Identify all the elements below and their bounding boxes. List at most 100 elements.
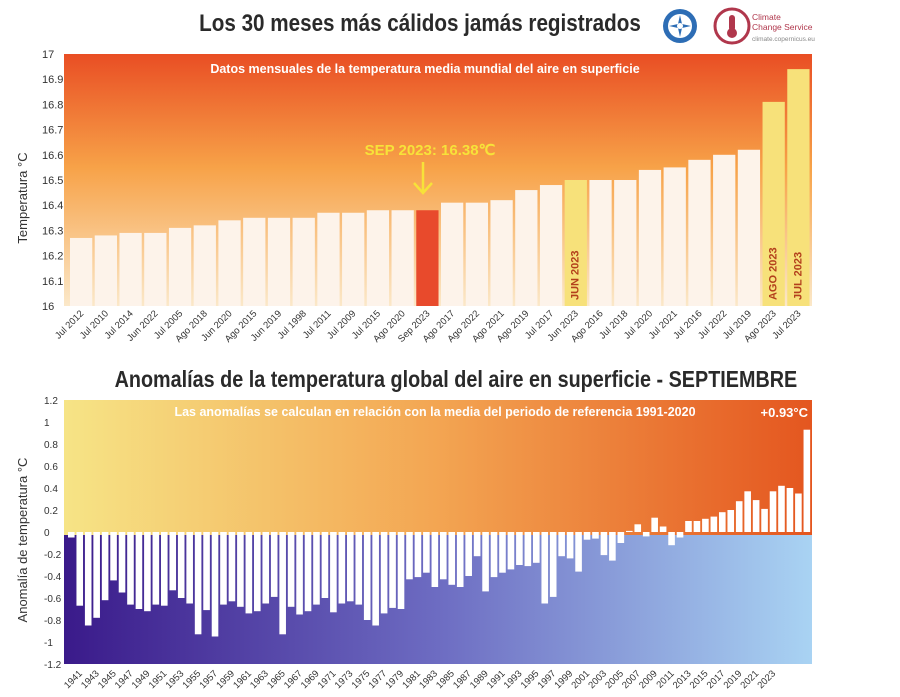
- chart1-subtitle: Datos mensuales de la temperatura media …: [210, 62, 639, 76]
- anomaly-bar: [228, 532, 236, 602]
- anomaly-bar: [651, 517, 658, 532]
- chart-title-bottom: Anomalías de la temperatura global del a…: [114, 366, 798, 392]
- anomaly-bar: [254, 532, 261, 612]
- anomaly-bar: [304, 532, 312, 612]
- y-tick-label: 16.4: [42, 200, 63, 212]
- annotation-arrow-icon: [413, 162, 433, 195]
- anomaly-bar: [397, 532, 405, 609]
- wmo-logo-icon: [663, 9, 697, 43]
- anomaly-bar: [583, 532, 591, 540]
- y-tick-label: 0.6: [44, 462, 58, 473]
- anomaly-bar: [270, 532, 278, 597]
- anomaly-bar: [161, 532, 168, 606]
- bar: [317, 212, 340, 306]
- anomaly-bar: [719, 512, 726, 532]
- anomaly-bar: [279, 532, 286, 635]
- bar: [218, 220, 241, 306]
- anomaly-bar: [186, 532, 193, 604]
- bar-emphasis-label: AGO 2023: [768, 247, 780, 300]
- y-tick-label: -0.6: [44, 594, 62, 605]
- anomaly-bar: [101, 532, 109, 601]
- y-tick-label: 16.2: [42, 251, 63, 263]
- y-tick-label: 16.8: [42, 99, 63, 111]
- anomaly-bar: [499, 532, 506, 573]
- y-tick-label: 16.9: [42, 74, 63, 86]
- anomaly-bar: [744, 491, 751, 532]
- bar: [614, 180, 637, 306]
- anomaly-bar: [262, 532, 270, 604]
- anomaly-bar: [363, 532, 371, 620]
- bar: [539, 185, 563, 306]
- bar: [465, 202, 488, 306]
- anomaly-bar: [575, 532, 582, 572]
- anomaly-bar: [347, 532, 354, 602]
- anomaly-bar: [769, 491, 777, 532]
- anomaly-bar: [592, 532, 599, 539]
- y-tick-label: 16.3: [42, 225, 63, 237]
- anomaly-bar: [710, 516, 718, 532]
- anomaly-bar: [727, 510, 735, 532]
- bar: [168, 227, 192, 306]
- anomaly-bar: [761, 508, 768, 532]
- anomaly-bar: [448, 532, 456, 585]
- bar-emphasis-label: JUN 2023: [570, 250, 582, 300]
- anomaly-bar: [406, 532, 413, 580]
- anomaly-bar: [685, 521, 692, 532]
- anomaly-bar: [659, 526, 667, 532]
- y-tick-label: -0.2: [44, 550, 62, 561]
- anomaly-bar: [566, 532, 574, 559]
- anomaly-bar: [127, 532, 134, 605]
- bar: [787, 69, 810, 307]
- anomaly-bar: [533, 532, 540, 563]
- y-tick-label: 0.4: [44, 484, 58, 495]
- chart2-subtitle: Las anomalías se calculan en relación co…: [174, 405, 695, 419]
- bar: [144, 232, 167, 306]
- top-bar-chart: 16 16.1 16.2 16.3 16.4 16.5 16.6 16.7 16.8 16.9 17…: [15, 49, 812, 345]
- anomaly-bar: [482, 532, 489, 592]
- anomaly-bar: [524, 532, 532, 567]
- anomaly-bar: [338, 532, 346, 604]
- anomaly-bar: [194, 532, 202, 635]
- anomaly-bar: [795, 493, 802, 532]
- bar: [688, 159, 711, 306]
- anomaly-bar: [414, 532, 422, 578]
- bar: [70, 237, 93, 306]
- anomaly-bar: [237, 532, 244, 607]
- y-tick-label: -0.4: [44, 572, 62, 583]
- c3s-line1: Climate: [752, 12, 781, 22]
- y-tick-label: -1.2: [44, 660, 62, 671]
- anomaly-bar: [355, 532, 363, 605]
- bar: [366, 210, 390, 306]
- anomaly-bar: [735, 501, 743, 532]
- anomaly-bar: [76, 532, 84, 606]
- anomaly-bar: [431, 532, 439, 587]
- anomaly-bar: [93, 532, 100, 618]
- y-tick-label: 16.5: [42, 175, 63, 187]
- anomaly-bar: [600, 532, 608, 556]
- bar: [416, 210, 439, 306]
- bar: [490, 200, 513, 306]
- chart-title-top: Los 30 meses más cálidos jamás registrad…: [199, 10, 641, 37]
- anomaly-bar: [558, 532, 565, 557]
- anomaly-bar: [752, 500, 760, 532]
- y-tick-label: 1: [44, 418, 50, 429]
- bar: [119, 232, 142, 306]
- y-tick-label: -0.8: [44, 616, 62, 627]
- anomaly-bar: [778, 485, 785, 532]
- bar: [663, 167, 686, 306]
- bar: [243, 217, 266, 306]
- anomaly-bar: [507, 532, 515, 570]
- latest-anomaly-annotation: +0.93°C: [761, 405, 809, 420]
- bar: [638, 169, 662, 306]
- c3s-line2: Change Service: [752, 22, 813, 32]
- c3s-logo-text: Climate Change Service: [752, 12, 812, 32]
- anomaly-bar: [144, 532, 151, 612]
- bar: [292, 217, 315, 306]
- anomaly-bar: [423, 532, 430, 573]
- anomaly-bar: [211, 532, 219, 637]
- anomaly-bar: [245, 532, 253, 614]
- y-tick-label: 0.8: [44, 440, 58, 451]
- c3s-url: climate.copernicus.eu: [752, 36, 815, 43]
- y-tick-label: 1.2: [44, 396, 58, 407]
